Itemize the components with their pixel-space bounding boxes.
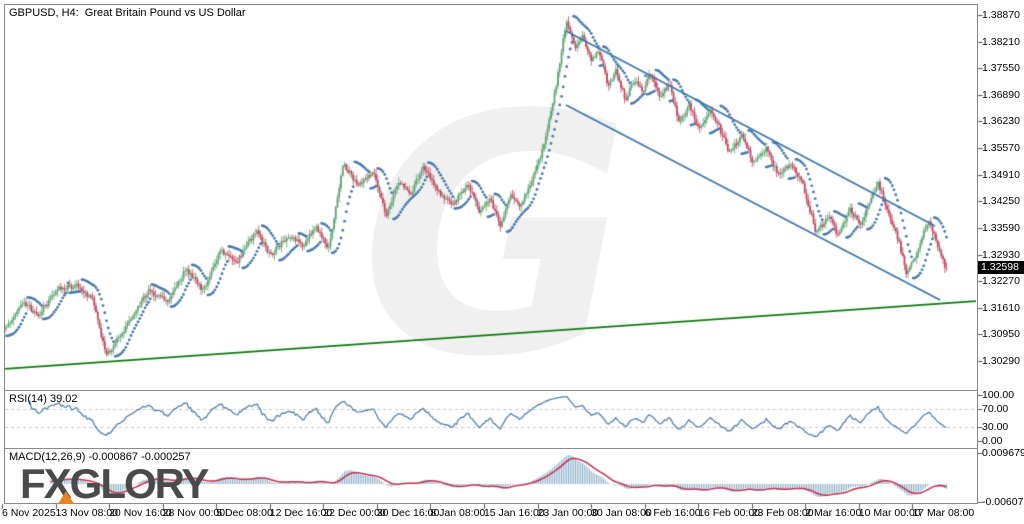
price-tick-label: 1.38870 — [982, 9, 1020, 21]
time-tick-label: 22 Dec 00:00 — [323, 507, 386, 519]
price-tick-label: 1.34910 — [982, 168, 1020, 181]
price-tick-label: 1.32270 — [982, 275, 1020, 288]
rsi-label: RSI(14) 39.02 — [9, 393, 78, 405]
time-tick-label: 5 Dec 08:00 — [216, 507, 273, 519]
time-tick-label: 16 Feb 00:00 — [698, 507, 761, 519]
macd-tick-label: -0.006078 — [982, 496, 1024, 508]
price-tick-label: 1.37550 — [982, 62, 1020, 75]
time-tick-label: 8 Jan 08:00 — [430, 507, 486, 519]
price-tick-label: 1.30950 — [982, 328, 1020, 341]
time-tick-label: 30 Dec 16:00 — [376, 507, 440, 519]
chart-title: GBPUSD, H4: Great Britain Pound vs US Do… — [9, 7, 246, 19]
logo-triangle-icon — [58, 491, 74, 504]
price-axis[interactable]: 1.32598 1.38870 1.38210 1.37550 1.36890 1.36… — [978, 0, 1024, 524]
time-tick-label: 28 Nov 00:00 — [162, 507, 226, 519]
time-tick-label: 15 Jan 16:00 — [483, 507, 545, 519]
rsi-tick-label: 70.00 — [982, 402, 1009, 415]
logo-text: FXGLORY — [20, 460, 209, 507]
rsi-panel[interactable]: RSI(14) 39.02 — [4, 390, 978, 449]
current-price-badge: 1.32598 — [978, 261, 1024, 274]
time-tick-label: 6 Feb 16:00 — [644, 507, 701, 519]
price-tick-label: 1.31610 — [982, 301, 1020, 314]
time-tick-label: 6 Nov 2025 — [2, 507, 56, 519]
rsi-tick-label: 30.00 — [982, 421, 1009, 434]
time-tick-label: 13 Nov 08:00 — [55, 507, 119, 519]
rsi-tick-label: 100.00 — [982, 389, 1015, 401]
time-axis[interactable]: 6 Nov 2025 13 Nov 08:00 20 Nov 16:00 28 Nov… — [0, 506, 1024, 524]
time-tick-label: 12 Dec 16:00 — [269, 507, 333, 519]
price-tick-label: 1.30290 — [982, 355, 1020, 368]
macd-tick-label: 0.009679 — [982, 446, 1024, 459]
price-tick-label: 1.34250 — [982, 195, 1020, 208]
time-tick-label: 30 Jan 08:00 — [591, 507, 652, 519]
price-chart-panel[interactable]: GBPUSD, H4: Great Britain Pound vs US Do… — [4, 4, 978, 391]
time-tick-label: 20 Nov 16:00 — [109, 507, 172, 519]
macd-panel[interactable]: MACD(12,26,9) -0.000867 -0.000257 — [4, 448, 978, 504]
time-tick-label: 10 Mar 00:00 — [858, 507, 921, 519]
price-tick-label: 1.36890 — [982, 88, 1020, 101]
macd-label: MACD(12,26,9) -0.000867 -0.000257 — [9, 451, 191, 463]
rsi-tick-label: 0.00 — [982, 435, 1003, 447]
time-tick-label: 2 Mar 16:00 — [805, 507, 862, 519]
fxglory-logo: FXGLORY — [20, 463, 209, 505]
price-tick-label: 1.36230 — [982, 115, 1020, 128]
time-tick-label: 17 Mar 08:00 — [912, 507, 975, 519]
time-tick-label: 23 Feb 08:00 — [751, 507, 814, 519]
price-tick-label: 1.35570 — [982, 142, 1020, 155]
price-tick-label: 1.33590 — [982, 221, 1020, 234]
time-tick-label: 23 Jan 00:00 — [537, 507, 599, 519]
price-tick-label: 1.32930 — [982, 248, 1020, 261]
price-tick-label: 1.38210 — [982, 35, 1020, 48]
